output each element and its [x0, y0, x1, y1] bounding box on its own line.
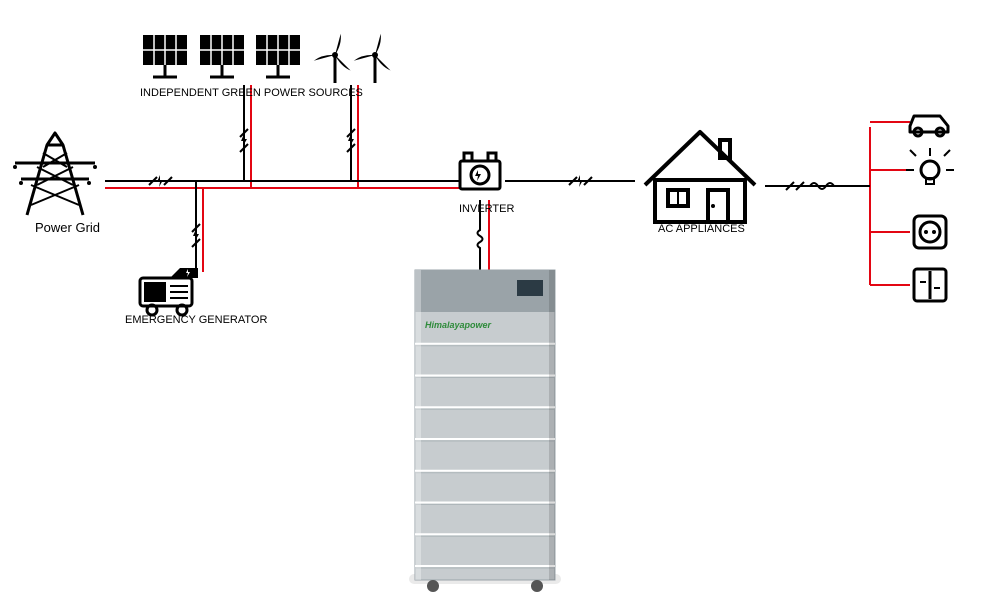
- solar-panel-icon: [200, 35, 244, 77]
- house-label: AC APPLIANCES: [658, 223, 745, 235]
- energy-system-diagram: Himalayapower Power Grid INDEPENDENT GREE…: [0, 0, 1000, 602]
- solar-panel-icon: [256, 35, 300, 77]
- wind-turbine-icon: [353, 34, 390, 83]
- generator-icon: [140, 268, 198, 315]
- switch-icon: [914, 269, 946, 301]
- green-label: INDEPENDENT GREEN POWER SOURCES: [140, 87, 363, 99]
- inverter-icon: [460, 153, 500, 189]
- house-icon: [645, 132, 755, 222]
- wind-turbine-icon: [313, 34, 350, 83]
- power-grid-icon: [13, 133, 97, 215]
- outlet-icon: [914, 216, 946, 248]
- inverter-label: INVERTER: [459, 203, 514, 215]
- grid-label: Power Grid: [35, 220, 100, 235]
- car-icon: [910, 116, 948, 136]
- battery-brand-label: Himalayapower: [425, 320, 492, 330]
- lightbulb-icon: [906, 148, 954, 184]
- generator-label: EMERGENCY GENERATOR: [125, 314, 267, 326]
- battery-stack: Himalayapower: [409, 270, 561, 592]
- solar-panel-icon: [143, 35, 187, 77]
